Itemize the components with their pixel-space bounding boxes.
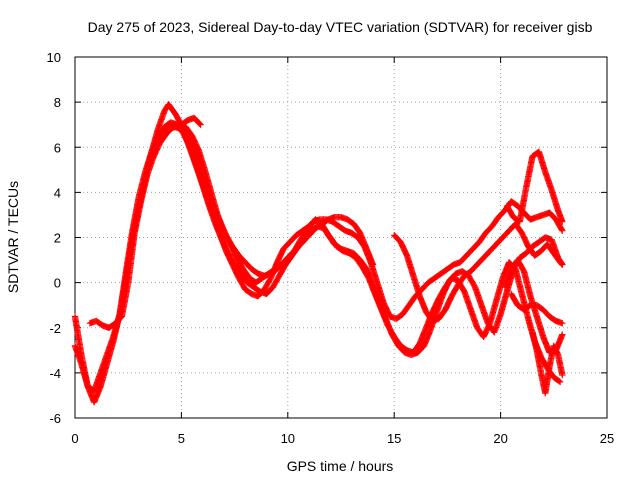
x-tick-label: 20 [493,431,507,446]
data-point-marker [559,261,566,268]
data-point-marker [556,378,563,385]
y-tick-label: 6 [54,140,61,155]
data-point-marker [559,227,566,234]
series-track-10 [508,290,566,327]
x-tick-label: 10 [281,431,295,446]
series-track-4 [159,123,377,280]
y-tick-label: -4 [49,366,61,381]
data-point-marker [197,121,204,128]
y-tick-label: -2 [49,321,61,336]
x-tick-label: 5 [178,431,185,446]
data-markers [71,101,566,406]
series-track-5 [178,114,204,128]
data-point-marker [369,261,377,268]
data-point-marker [556,378,564,386]
data-point-marker [559,331,566,338]
series-track-9 [529,329,566,397]
y-tick-label: 2 [54,231,61,246]
y-tick-label: -6 [49,411,61,426]
y-tick-label: 8 [54,95,61,110]
data-point-marker [559,218,566,225]
y-tick-label: 0 [54,276,61,291]
x-tick-label: 0 [71,431,78,446]
data-point-marker [558,260,565,268]
data-point-marker [557,259,565,267]
tick-labels: 0 5 10 15 20 25 -6 -4 -2 0 2 4 6 8 10 [47,50,615,446]
y-tick-label: 10 [47,50,61,65]
data-point-marker [196,120,203,128]
series-track-6 [391,220,566,325]
chart-title: Day 275 of 2023, Sidereal Day-to-day VTE… [88,19,593,35]
x-tick-label: 25 [600,431,614,446]
axis-ticks [74,56,608,419]
data-point-marker [559,320,566,327]
y-tick-label: 4 [54,185,61,200]
data-point-marker [559,371,566,379]
y-axis-label: SDTVAR / TECUs [5,181,21,293]
data-point-marker [558,226,565,233]
x-axis-label: GPS time / hours [287,458,394,474]
x-tick-label: 15 [387,431,401,446]
series-track-8 [503,148,566,225]
